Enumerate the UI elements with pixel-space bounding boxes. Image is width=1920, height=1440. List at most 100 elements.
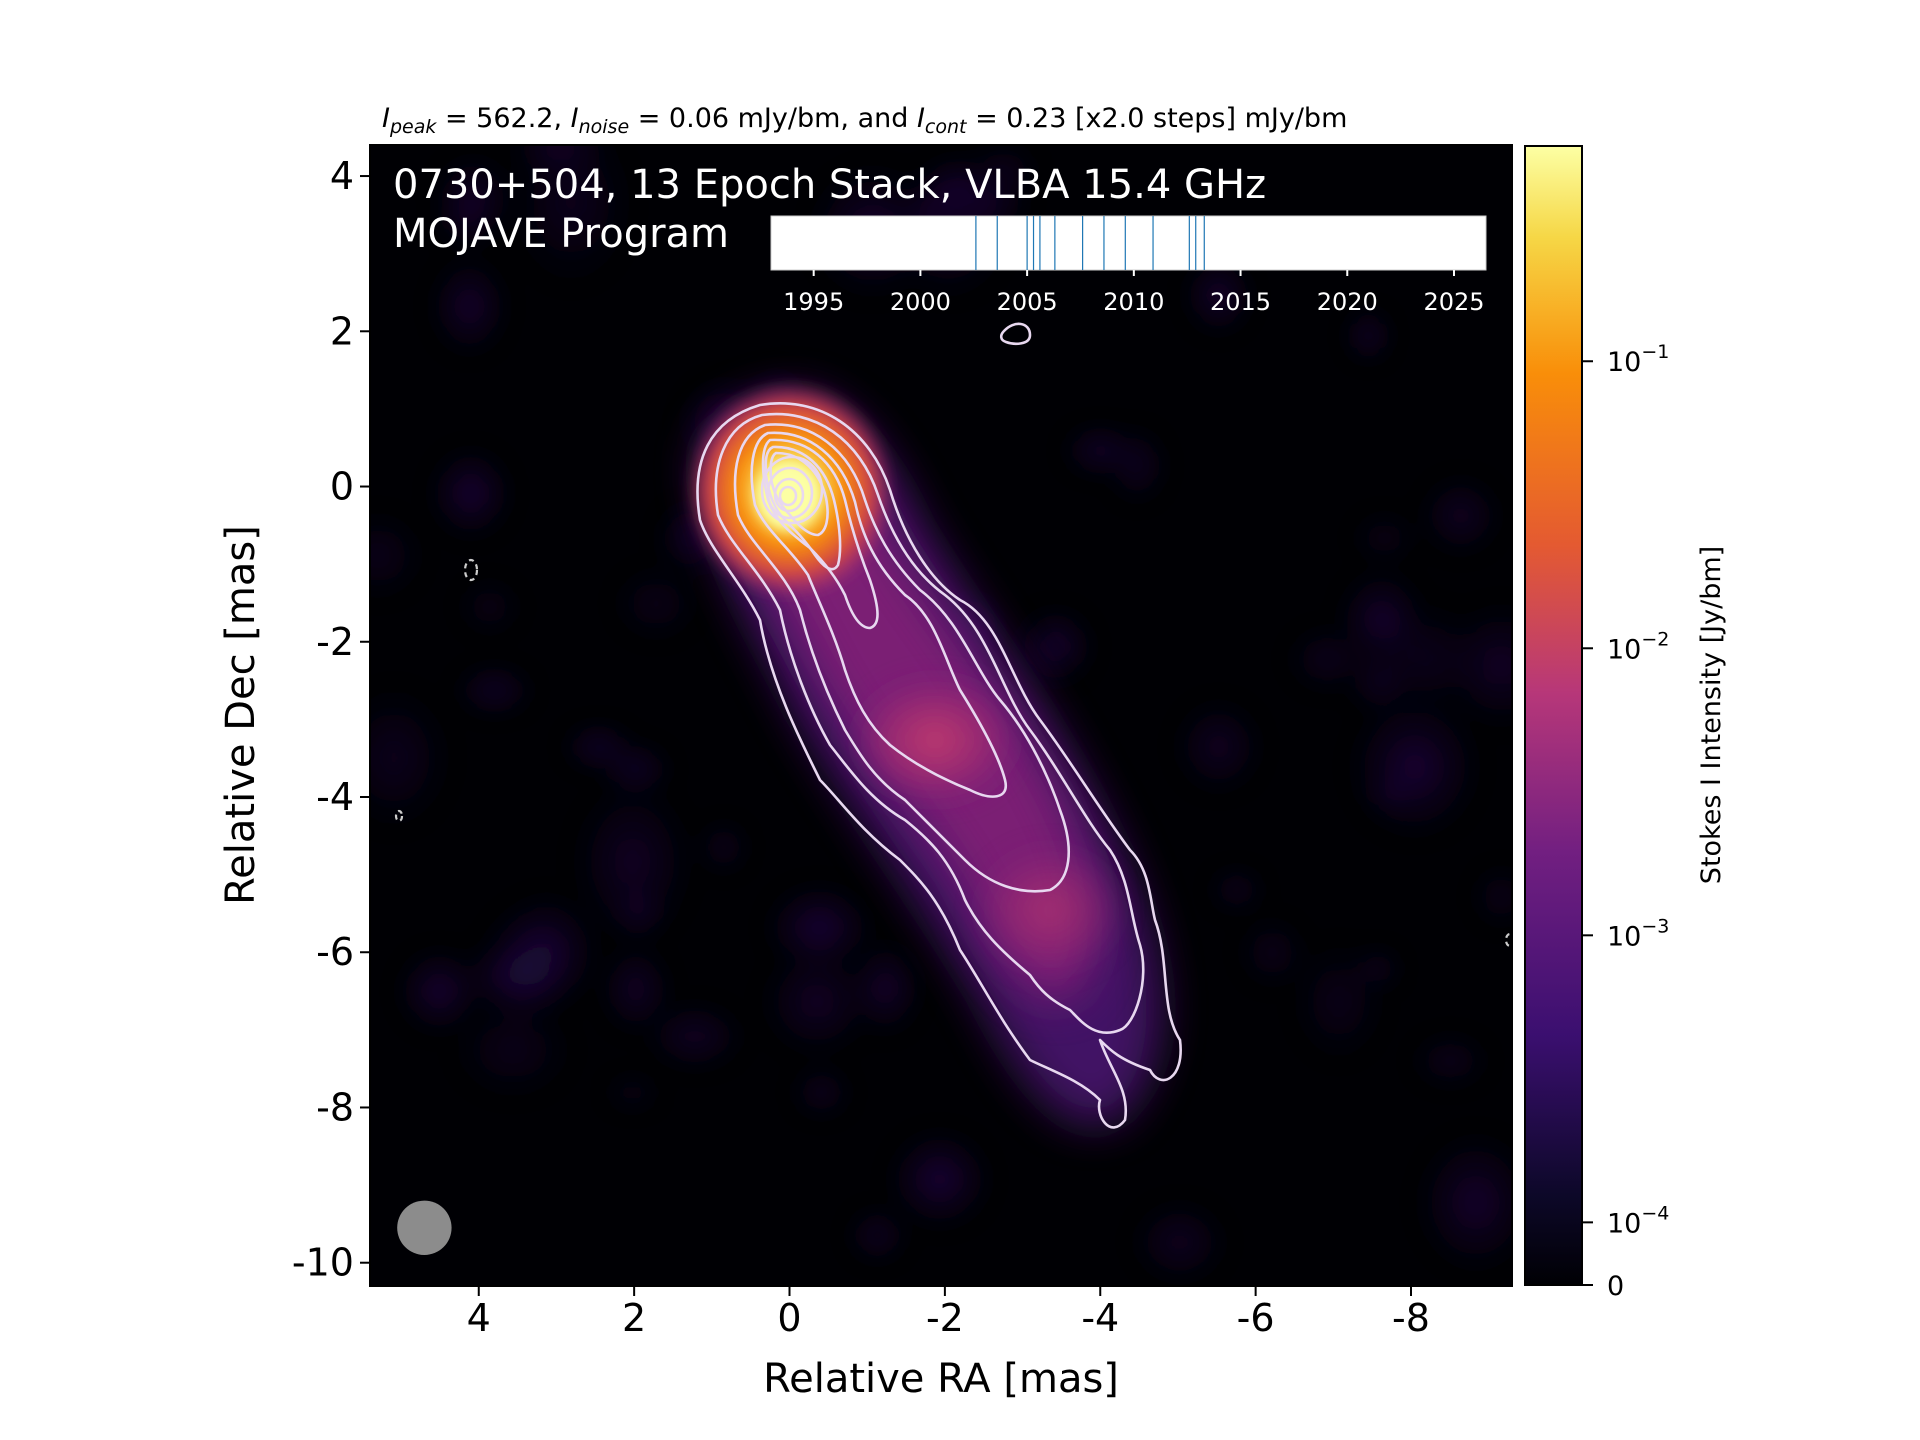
background-noise <box>370 145 1512 1284</box>
noise-blob <box>459 579 520 635</box>
noise-blob <box>793 1067 850 1117</box>
y-tick-label: 0 <box>330 465 354 509</box>
intensity-contours <box>696 322 1182 1129</box>
noise-blob <box>564 726 633 769</box>
noise-blob <box>1239 917 1305 988</box>
source-title: 0730+504, 13 Epoch Stack, VLBA 15.4 GHz <box>393 162 1266 208</box>
noise-blob <box>766 884 873 971</box>
noise-blob <box>889 1130 991 1229</box>
timeline-tick-label: 2025 <box>1423 288 1484 316</box>
noise-blob <box>1348 310 1389 362</box>
contour-level-1 <box>696 402 1182 1129</box>
noise-blob <box>1350 695 1480 839</box>
image-frame <box>369 144 1513 1287</box>
jet-emission <box>685 380 1162 1126</box>
noise-blob <box>604 1075 661 1111</box>
timeline-tick-label: 2005 <box>997 288 1058 316</box>
colorbar-gradient <box>1524 145 1583 1286</box>
noise-blob <box>1186 256 1251 335</box>
noise-blob <box>700 822 747 873</box>
noise-blob <box>436 199 494 247</box>
x-tick-label: 0 <box>777 1296 801 1340</box>
y-tick-label: -6 <box>316 930 354 974</box>
contour-level-3 <box>733 423 1071 893</box>
colorbar-tick-label: 10−2 <box>1607 628 1669 665</box>
noise-blob <box>1132 1201 1228 1284</box>
x-tick-label: -6 <box>1237 1296 1275 1340</box>
noise-blob <box>645 1003 745 1070</box>
noise-blob <box>761 946 873 1057</box>
noise-blob <box>370 511 425 600</box>
y-tick-label: 2 <box>330 309 354 353</box>
negative-contour-1 <box>463 558 479 582</box>
colorbar-tick-label: 10−3 <box>1607 915 1669 952</box>
noise-blob <box>848 1208 906 1263</box>
contour-level-4 <box>750 431 1008 798</box>
colorbar: 10−1 10−2 10−3 10−4 0 Stokes I Intensity [Jy… <box>1524 145 1727 1302</box>
x-tick-label: 4 <box>467 1296 491 1340</box>
noise-blob <box>1063 426 1137 475</box>
colorbar-label: Stokes I Intensity [Jy/bm] <box>1696 546 1727 884</box>
epoch-timeline-box <box>770 215 1487 271</box>
jet-outer-knot <box>970 840 1130 980</box>
timeline-tick-label: 2015 <box>1210 288 1271 316</box>
noise-blob <box>1367 776 1415 811</box>
noise-blob <box>1417 1132 1512 1273</box>
y-tick-label: 4 <box>330 154 354 198</box>
noise-blob <box>1411 1035 1489 1087</box>
x-axis-label: Relative RA [mas] <box>763 1356 1119 1402</box>
colorbar-tick-label: 10−4 <box>1607 1202 1669 1239</box>
beam-ellipse <box>397 1200 452 1255</box>
timeline-tick-label: 1995 <box>783 288 844 316</box>
x-tick-label: -8 <box>1392 1296 1430 1340</box>
noise-blob <box>1018 608 1093 685</box>
negative-contours <box>394 558 1512 948</box>
noise-blob <box>602 944 670 1035</box>
image-panel: 0730+504, 13 Epoch Stack, VLBA 15.4 GHz … <box>369 144 1513 1287</box>
noise-blob <box>508 145 634 288</box>
x-tick-label: -2 <box>926 1296 964 1340</box>
noise-blob <box>1474 866 1512 928</box>
colorbar-ticks: 10−1 10−2 10−3 10−4 0 <box>1582 341 1669 1302</box>
y-tick-label: -10 <box>292 1241 354 1285</box>
negative-contour-2 <box>394 809 404 823</box>
noise-blob <box>572 780 693 943</box>
noise-blob <box>431 448 511 539</box>
contour-isolated-north <box>999 322 1032 346</box>
timeline-tick-label: 2020 <box>1317 288 1378 316</box>
noise-blob <box>476 907 570 1035</box>
contour-level-10 <box>773 477 805 513</box>
y-axis-ticks: 4 2 0 -2 -4 -6 -8 -10 <box>292 154 370 1285</box>
noise-blob <box>1293 941 1385 1063</box>
timeline-tick-label: 2010 <box>1103 288 1164 316</box>
contour-level-9 <box>766 466 814 520</box>
x-tick-label: -4 <box>1081 1296 1119 1340</box>
x-tick-label: 2 <box>622 1296 646 1340</box>
noise-blob <box>509 145 607 179</box>
noise-blob <box>455 666 534 714</box>
timeline-tick-label: 2000 <box>890 288 951 316</box>
x-axis-ticks: 4 2 0 -2 -4 -6 -8 <box>467 1286 1430 1340</box>
program-title: MOJAVE Program <box>393 211 729 257</box>
y-tick-label: -2 <box>316 620 354 664</box>
noise-blob <box>1366 602 1485 715</box>
contour-level-2 <box>714 412 1145 1034</box>
colorbar-tick-label: 0 <box>1607 1271 1624 1302</box>
noise-blob <box>613 566 700 641</box>
y-tick-label: -4 <box>316 775 354 819</box>
epoch-markers <box>975 216 1205 270</box>
y-tick-label: -8 <box>316 1085 354 1129</box>
y-axis-label: Relative Dec [mas] <box>218 525 264 905</box>
noise-blob <box>1174 699 1263 795</box>
noise-blob <box>1353 513 1416 563</box>
epoch-timeline-ticks: 1995 2000 2005 2010 2015 2020 2025 <box>783 270 1485 316</box>
noise-blob <box>1210 869 1263 911</box>
colorbar-tick-label: 10−1 <box>1607 341 1669 378</box>
jet-knot <box>845 670 1025 810</box>
noise-blob <box>1421 476 1501 556</box>
image-stats-header: Ipeak = 562.2, Inoise = 0.06 mJy/bm, and… <box>382 103 1347 138</box>
contour-level-11 <box>778 485 798 507</box>
noise-blob <box>432 256 507 356</box>
noise-blob <box>370 684 452 831</box>
